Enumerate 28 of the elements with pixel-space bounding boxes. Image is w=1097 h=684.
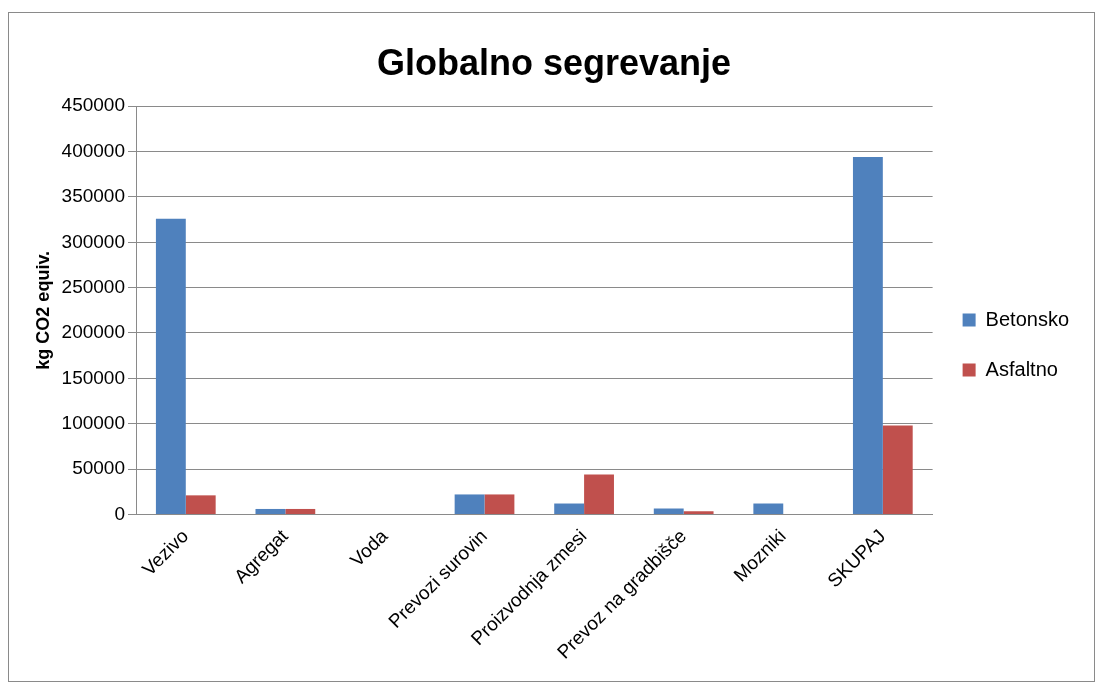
y-tick-label: 50000 — [72, 457, 125, 479]
y-tick-label: 450000 — [61, 94, 125, 116]
y-tick-label: 250000 — [61, 275, 125, 297]
y-tick-label: 350000 — [61, 185, 125, 207]
bar — [285, 508, 316, 514]
bar — [484, 494, 515, 514]
bar — [753, 503, 784, 514]
y-tick-label: 100000 — [61, 411, 125, 433]
x-tick-label: Voda — [345, 524, 392, 571]
y-tick-label: 0 — [114, 502, 125, 524]
bar — [454, 494, 485, 514]
y-tick-label: 400000 — [61, 139, 125, 161]
bar — [683, 511, 714, 514]
legend-label: Betonsko — [985, 307, 1069, 330]
bar — [255, 508, 286, 514]
bar — [882, 425, 913, 514]
bar — [584, 474, 614, 514]
bar — [653, 508, 684, 514]
y-tick-label: 150000 — [61, 366, 125, 388]
y-tick-label: 200000 — [61, 321, 125, 343]
legend-label: Asfaltno — [985, 357, 1058, 380]
y-tick-label: 300000 — [61, 230, 125, 252]
bar — [554, 503, 585, 514]
bar — [155, 218, 186, 514]
bar — [852, 157, 883, 514]
y-axis-title: kg CO2 equiv. — [32, 250, 53, 370]
bar — [185, 495, 216, 514]
chart-title: Globalno segrevanje — [376, 41, 732, 83]
